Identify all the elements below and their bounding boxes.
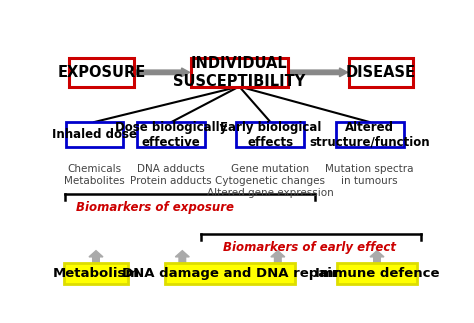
FancyBboxPatch shape [337,263,418,284]
Text: Mutation spectra
in tumours: Mutation spectra in tumours [326,164,414,186]
FancyArrow shape [370,251,384,263]
FancyBboxPatch shape [336,122,404,147]
Text: Metabolism: Metabolism [53,267,139,280]
FancyBboxPatch shape [191,58,288,87]
Text: Altered
structure/function: Altered structure/function [310,120,430,149]
Text: Biomarkers of early effect: Biomarkers of early effect [223,241,395,254]
Text: DISEASE: DISEASE [346,65,416,80]
Text: DNA damage and DNA repair: DNA damage and DNA repair [122,267,338,280]
FancyArrow shape [271,251,285,263]
FancyBboxPatch shape [237,122,304,147]
Text: Early biological
effects: Early biological effects [220,120,321,149]
FancyBboxPatch shape [165,263,295,284]
Text: EXPOSURE: EXPOSURE [57,65,146,80]
Text: Inhaled dose: Inhaled dose [52,128,137,141]
FancyArrow shape [175,251,189,263]
Text: INDIVIDUAL
SUSCEPTIBILITY: INDIVIDUAL SUSCEPTIBILITY [173,56,305,89]
FancyBboxPatch shape [66,122,123,147]
FancyArrow shape [289,68,347,77]
FancyBboxPatch shape [69,58,134,87]
Text: Chemicals
Metabolites: Chemicals Metabolites [64,164,125,186]
FancyBboxPatch shape [137,122,205,147]
Text: Immune defence: Immune defence [315,267,439,280]
FancyArrow shape [135,68,190,77]
Text: Gene mutation
Cytogenetic changes
Altered gene expression: Gene mutation Cytogenetic changes Altere… [207,164,334,198]
Text: Biomarkers of exposure: Biomarkers of exposure [76,201,234,214]
FancyArrow shape [89,251,103,263]
FancyBboxPatch shape [64,263,128,284]
FancyBboxPatch shape [348,58,413,87]
Text: DNA adducts
Protein adducts: DNA adducts Protein adducts [130,164,212,186]
Text: Dose biologically
effective: Dose biologically effective [115,120,228,149]
